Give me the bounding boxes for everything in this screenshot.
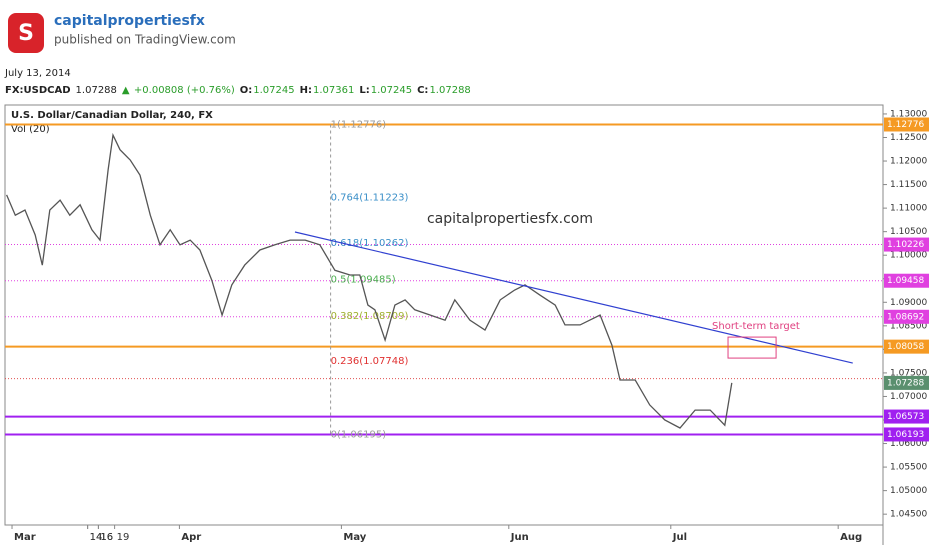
x-tick-label: 19 (117, 532, 130, 543)
quote-high-label: H: (300, 85, 312, 96)
y-tick-label: 1.10500 (890, 227, 927, 237)
y-tick-label: 1.11500 (890, 180, 927, 190)
up-arrow: ▲ (122, 85, 130, 96)
y-tick-label: 1.10000 (890, 251, 927, 261)
y-tick-label: 1.04500 (890, 510, 927, 520)
fib-label: 0.236(1.07748) (331, 356, 409, 367)
quote-symbol: FX:USDCAD (5, 85, 71, 96)
quote-last: 1.07288 (76, 85, 117, 96)
logo (8, 13, 44, 53)
x-tick-label: Aug (840, 532, 862, 543)
y-tick-label: 1.06000 (890, 439, 927, 449)
y-tick-label: 1.07500 (890, 368, 927, 378)
level-label: 1.09458 (887, 276, 924, 286)
y-tick-label: 1.05000 (890, 486, 927, 496)
level-label-box (884, 309, 929, 324)
x-tick-label: Mar (14, 532, 36, 543)
level-label-box (884, 237, 929, 252)
level-label-box (884, 427, 929, 442)
x-tick-label: Apr (181, 532, 201, 543)
fib-label: 0.764(1.11223) (331, 193, 409, 204)
y-tick-label: 1.13000 (890, 109, 927, 119)
x-tick-label: 14 (90, 532, 103, 543)
logo-mark: S (18, 21, 34, 46)
quote-low-label: L: (359, 85, 369, 96)
last-price-box (884, 375, 929, 390)
x-tick-label: Jul (672, 532, 687, 543)
fib-label: 0(1.06195) (331, 429, 387, 440)
y-tick-label: 1.07000 (890, 392, 927, 402)
y-tick-label: 1.12000 (890, 157, 927, 167)
quote-open-label: O: (240, 85, 253, 96)
level-label-box (884, 339, 929, 354)
watermark: capitalpropertiesfx.com (427, 211, 593, 227)
y-tick-label: 1.05500 (890, 463, 927, 473)
x-tick-label: Jun (510, 532, 529, 543)
x-tick-label: 16 (100, 532, 113, 543)
quote-close-label: C: (417, 85, 428, 96)
plot-frame (4, 104, 884, 526)
quote: FX:USDCAD 1.07288 ▲ +0.00808 (+0.76%) O: 1.07… (5, 85, 471, 96)
fib-label: 0.382(1.08709) (331, 311, 409, 322)
quote-low: 1.07245 (371, 85, 412, 96)
price-line (6, 132, 733, 429)
level-label-box (884, 117, 929, 132)
date: July 13, 2014 (4, 68, 71, 79)
fib-label: 0.618(1.10262) (331, 238, 409, 249)
level-label: 1.12776 (887, 120, 924, 130)
level-label-box (884, 409, 929, 424)
level-label: 1.08058 (887, 342, 924, 352)
y-tick-label: 1.11000 (890, 204, 927, 214)
level-label: 1.10226 (887, 240, 924, 250)
target-box (727, 336, 777, 359)
quote-change: +0.00808 (+0.76%) (134, 85, 235, 96)
quote-close: 1.07288 (429, 85, 470, 96)
y-tick-label: 1.09000 (890, 298, 927, 308)
level-label: 1.08692 (887, 312, 924, 322)
target-label: Short-term target (712, 321, 800, 332)
chart-title: U.S. Dollar/Canadian Dollar, 240, FX (11, 110, 213, 121)
level-label: 1.06193 (887, 430, 924, 440)
quote-open: 1.07245 (253, 85, 294, 96)
x-tick-label: May (343, 532, 366, 543)
level-label-box (884, 273, 929, 288)
fib-label: 0.5(1.09485) (331, 274, 396, 285)
brand[interactable]: capitalpropertiesfx (54, 13, 205, 29)
trendline (294, 231, 853, 364)
published: published on TradingView.com (54, 33, 236, 47)
y-tick-label: 1.12500 (890, 133, 927, 143)
last-price-label: 1.07288 (887, 378, 924, 388)
fib-label: 1(1.12776) (331, 119, 387, 130)
level-label: 1.06573 (887, 412, 924, 422)
x-tick-label: 14 (90, 532, 103, 543)
quote-high: 1.07361 (313, 85, 354, 96)
x-tick-label: 16 (100, 532, 113, 543)
y-tick-label: 1.08500 (890, 321, 927, 331)
subtitle: Vol (20) (11, 124, 50, 135)
